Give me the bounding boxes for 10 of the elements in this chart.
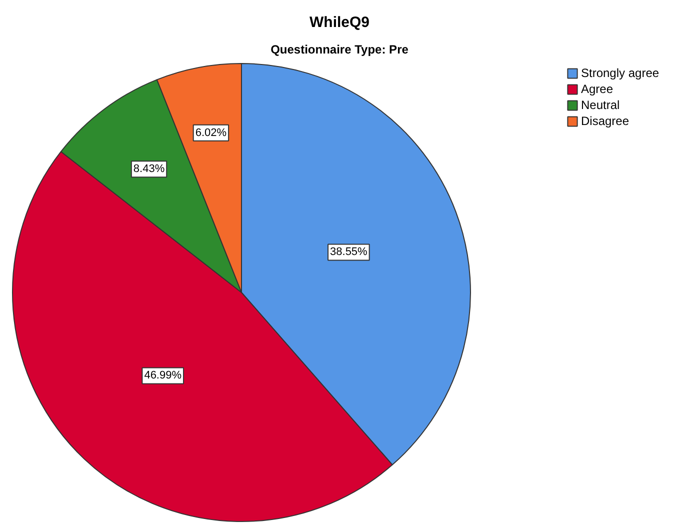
chart-subtitle: Questionnaire Type: Pre [270,42,409,56]
legend-label: Neutral [581,98,620,112]
legend-label: Disagree [581,114,630,128]
chart-title: WhileQ9 [309,14,370,31]
legend-label: Strongly agree [581,66,660,80]
data-label: 46.99% [144,370,182,382]
data-label: 8.43% [133,163,165,176]
data-label: 6.02% [195,126,227,139]
legend-label: Agree [581,82,614,96]
data-label: 38.55% [330,246,368,258]
